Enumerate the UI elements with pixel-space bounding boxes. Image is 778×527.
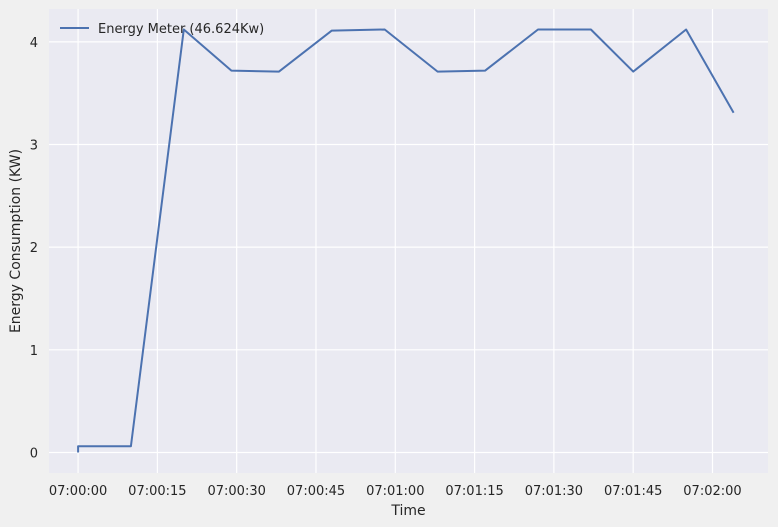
- x-tick-label: 07:00:00: [49, 484, 107, 499]
- series-line: [77, 28, 735, 453]
- x-tick-label: 07:01:45: [604, 484, 662, 499]
- y-tick-label: 3: [30, 139, 38, 154]
- y-tick-label: 4: [30, 36, 38, 51]
- x-tick-label: 07:00:15: [128, 484, 186, 499]
- legend-label: Energy Meter (46.624Kw): [98, 22, 264, 37]
- y-tick-label: 0: [30, 446, 38, 461]
- x-tick-label: 07:01:00: [366, 484, 424, 499]
- y-axis-label: Energy Consumption (KW): [8, 149, 24, 333]
- x-tick-label: 07:01:30: [525, 484, 583, 499]
- y-tick-label: 2: [30, 241, 38, 256]
- x-axis-label: Time: [390, 503, 425, 519]
- y-tick-label: 1: [30, 344, 38, 359]
- x-tick-label: 07:02:00: [683, 484, 741, 499]
- x-tick-label: 07:01:15: [445, 484, 503, 499]
- x-tick-label: 07:00:45: [287, 484, 345, 499]
- x-tick-label: 07:00:30: [207, 484, 265, 499]
- plot-area: [49, 9, 768, 473]
